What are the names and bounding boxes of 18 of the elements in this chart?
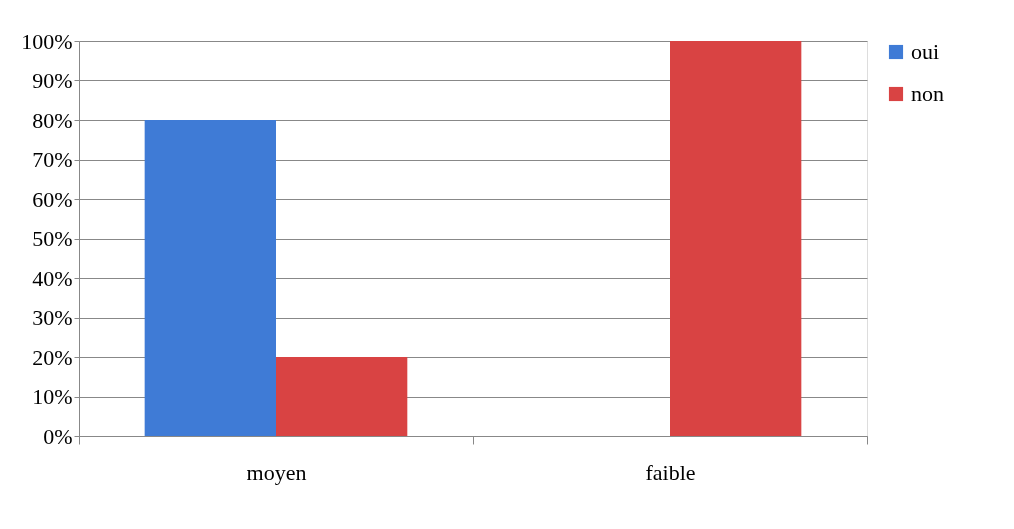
bar	[144, 120, 276, 436]
y-tick-label: 0%	[43, 423, 73, 449]
y-tick-label: 90%	[32, 68, 73, 93]
legend-label: oui	[911, 39, 940, 64]
y-tick-label: 30%	[32, 305, 73, 330]
y-tick-label: 60%	[32, 186, 73, 212]
y-tick-label: 40%	[32, 265, 73, 291]
legend-label: non	[911, 81, 944, 106]
bar	[670, 41, 802, 436]
y-tick-label: 10%	[32, 384, 73, 409]
y-tick-label: 20%	[32, 344, 73, 370]
y-tick-label: 100%	[21, 28, 73, 54]
bar	[276, 357, 408, 436]
x-tick-label: faible	[645, 459, 696, 485]
x-tick-label: moyen	[246, 459, 307, 485]
y-tick-label: 50%	[32, 226, 73, 251]
y-tick-label: 80%	[32, 107, 73, 133]
y-tick-label: 70%	[32, 147, 73, 172]
